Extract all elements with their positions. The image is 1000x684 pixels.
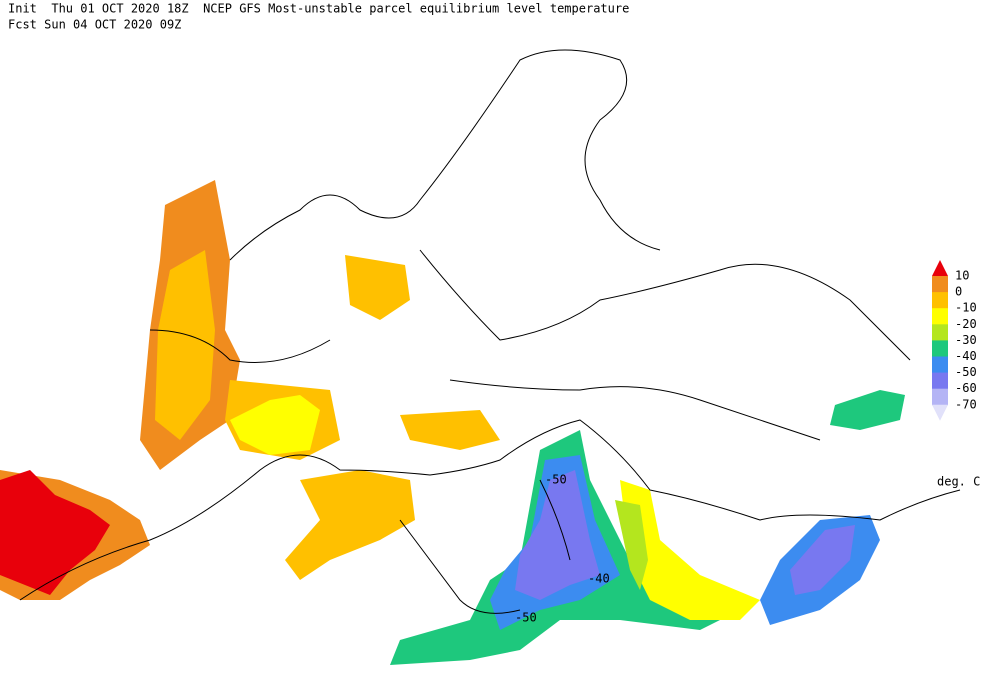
- legend-swatch: [932, 388, 948, 406]
- legend-label: -70: [955, 397, 977, 411]
- legend-unit: deg. C: [937, 475, 980, 489]
- lime-region: [615, 500, 648, 590]
- violet-region: [790, 525, 855, 595]
- legend-label: 10: [955, 269, 969, 283]
- red-region: [0, 470, 110, 595]
- title-line-2: Fcst Sun 04 OCT 2020 09Z: [8, 18, 181, 32]
- title-line-1: Init Thu 01 OCT 2020 18Z NCEP GFS Most-u…: [8, 2, 629, 16]
- legend-swatch: [932, 340, 948, 357]
- field: [0, 180, 905, 665]
- coastline: [149, 329, 571, 614]
- legend-label: -40: [955, 349, 977, 363]
- coastlines: [19, 49, 961, 614]
- coastline: [229, 49, 661, 261]
- legend-label: -30: [955, 333, 977, 347]
- legend-swatch: [932, 292, 948, 309]
- legend-swatch: [932, 308, 948, 325]
- amber-region: [285, 470, 415, 580]
- legend-arrow-top: [932, 260, 948, 276]
- border: [419, 249, 911, 441]
- amber-region: [400, 410, 500, 450]
- legend-swatch: [932, 356, 948, 374]
- contour-label: -50: [545, 473, 567, 487]
- legend-arrow-bottom: [932, 404, 948, 421]
- legend-swatch: [932, 372, 948, 390]
- legend-label: -20: [955, 317, 977, 331]
- coastline: [19, 419, 961, 601]
- contour-label: -50: [515, 611, 537, 625]
- contour-labels: -50 -40 -50: [515, 473, 610, 625]
- legend-label: -10: [955, 301, 977, 315]
- amber-region: [155, 250, 215, 440]
- legend-label: -60: [955, 381, 977, 395]
- legend-label: 0: [955, 285, 962, 299]
- yellow-region: [620, 480, 760, 620]
- legend-swatch: [932, 276, 948, 293]
- green-region: [830, 390, 905, 430]
- yellow-region: [230, 395, 320, 455]
- contour-label: -40: [588, 572, 610, 586]
- legend-label: -50: [955, 365, 977, 379]
- amber-region: [345, 255, 410, 320]
- legend-swatch: [932, 324, 948, 341]
- legend: 10 0 -10 -20 -30 -40 -50 -60 -70: [932, 260, 977, 421]
- violet-region: [515, 470, 600, 600]
